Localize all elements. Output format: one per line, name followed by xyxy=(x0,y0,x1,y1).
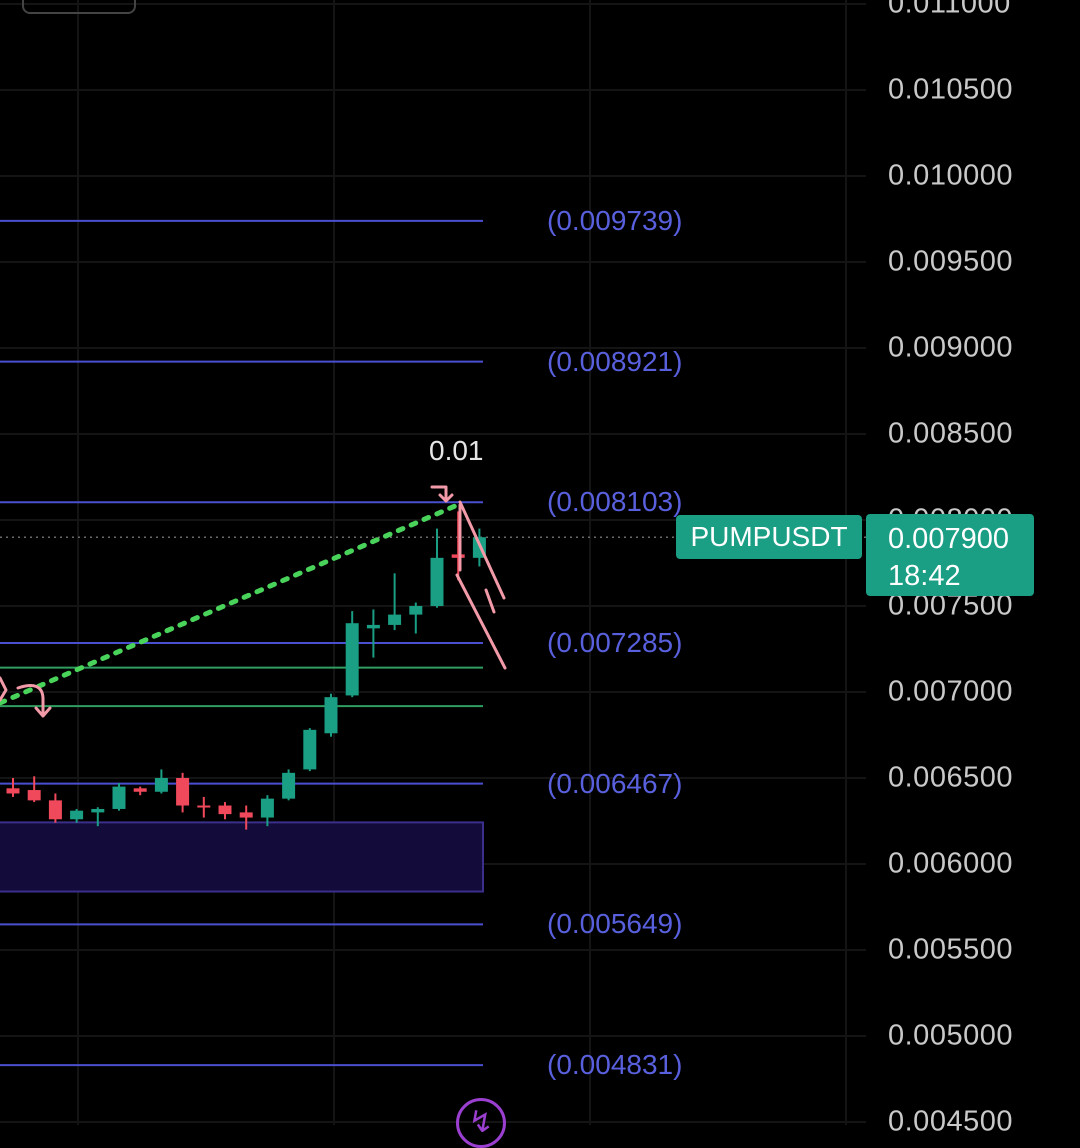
candle-18 xyxy=(388,573,402,631)
y-tick-label-9: 0.006500 xyxy=(888,761,1013,794)
fib-label-4: (0.006467) xyxy=(547,767,683,799)
candle-19 xyxy=(409,602,423,634)
lightning-icon[interactable]: ↯ xyxy=(456,1098,506,1148)
candle-2 xyxy=(48,793,62,823)
fib-levels xyxy=(0,219,483,1067)
candle-17 xyxy=(366,609,380,658)
arrow-annotations xyxy=(0,485,507,718)
candle-body-16 xyxy=(345,623,359,696)
candle-12 xyxy=(260,795,274,827)
candle-body-4 xyxy=(91,808,105,813)
arrow-line-1 xyxy=(458,500,506,600)
y-tick-label-3: 0.009500 xyxy=(888,245,1013,278)
candle-body-12 xyxy=(260,798,274,818)
candle-14 xyxy=(303,728,317,772)
candle-10 xyxy=(218,802,232,820)
candle-body-18 xyxy=(388,614,402,625)
candle-body-15 xyxy=(324,697,338,734)
candle-body-14 xyxy=(303,729,317,770)
fib-label-2: (0.008103) xyxy=(547,486,683,518)
arrow-left-edge xyxy=(0,676,8,702)
candle-body-21 xyxy=(451,554,465,558)
candle-11 xyxy=(239,805,253,830)
arrow-line-2 xyxy=(455,573,507,670)
candle-body-17 xyxy=(366,624,380,629)
candle-body-5 xyxy=(112,786,126,809)
y-tick-label-4: 0.009000 xyxy=(888,331,1013,364)
arrow-dash xyxy=(484,588,496,614)
candle-body-8 xyxy=(176,778,190,806)
y-tick-label-10: 0.006000 xyxy=(888,847,1013,880)
trendline-dotted xyxy=(0,500,465,706)
arrow-curved-down xyxy=(16,684,52,718)
symbol-tag[interactable]: PUMPUSDT xyxy=(676,515,862,559)
y-tick-label-1: 0.010500 xyxy=(888,73,1013,106)
trendline xyxy=(0,500,465,706)
y-tick-label-11: 0.005500 xyxy=(888,933,1013,966)
fib-label-3: (0.007285) xyxy=(547,626,683,658)
candle-body-20 xyxy=(430,557,444,606)
candle-16 xyxy=(345,611,359,698)
demand-zone xyxy=(0,821,484,893)
candle-3 xyxy=(70,808,84,823)
price-chart[interactable] xyxy=(0,0,1080,1125)
candle-5 xyxy=(112,783,126,811)
candle-body-2 xyxy=(48,800,62,820)
candle-15 xyxy=(324,693,338,737)
candle-body-6 xyxy=(133,788,147,792)
candle-body-11 xyxy=(239,812,253,818)
candle-0 xyxy=(6,778,20,797)
candle-21 xyxy=(451,511,465,581)
support-lines xyxy=(0,666,483,708)
zone-rect xyxy=(0,821,484,893)
candle-7 xyxy=(154,769,168,794)
fib-label-1: (0.008921) xyxy=(547,345,683,377)
current-price-tag: 0.007900 18:42 xyxy=(866,514,1034,596)
candle-body-9 xyxy=(197,805,211,808)
y-tick-label-5: 0.008500 xyxy=(888,417,1013,450)
fib-label-0: (0.009739) xyxy=(547,204,683,236)
annotation-label: 0.01 xyxy=(429,435,484,466)
candle-countdown: 18:42 xyxy=(888,560,961,592)
candle-13 xyxy=(282,769,296,801)
candle-9 xyxy=(197,796,211,818)
toolbar-button[interactable] xyxy=(22,0,136,14)
y-tick-label-13: 0.004500 xyxy=(888,1105,1013,1138)
y-tick-label-12: 0.005000 xyxy=(888,1019,1013,1052)
candle-body-10 xyxy=(218,805,232,815)
y-tick-label-2: 0.010000 xyxy=(888,159,1013,192)
candle-4 xyxy=(91,807,105,827)
candle-body-1 xyxy=(27,790,41,801)
candle-6 xyxy=(133,786,147,796)
fib-label-5: (0.005649) xyxy=(547,908,683,940)
candle-body-3 xyxy=(70,810,84,820)
candle-body-19 xyxy=(409,606,423,615)
candle-body-13 xyxy=(282,772,296,799)
grid-lines xyxy=(0,0,866,1125)
fib-label-6: (0.004831) xyxy=(547,1049,683,1081)
y-tick-label-0: 0.011000 xyxy=(888,0,1011,20)
candle-8 xyxy=(176,772,190,813)
candle-20 xyxy=(430,528,444,608)
current-price: 0.007900 xyxy=(888,523,1009,555)
candle-1 xyxy=(27,776,41,803)
y-tick-label-8: 0.007000 xyxy=(888,675,1013,708)
candle-body-7 xyxy=(154,778,168,792)
candle-body-0 xyxy=(6,788,20,794)
arrow-small-top xyxy=(430,485,454,503)
